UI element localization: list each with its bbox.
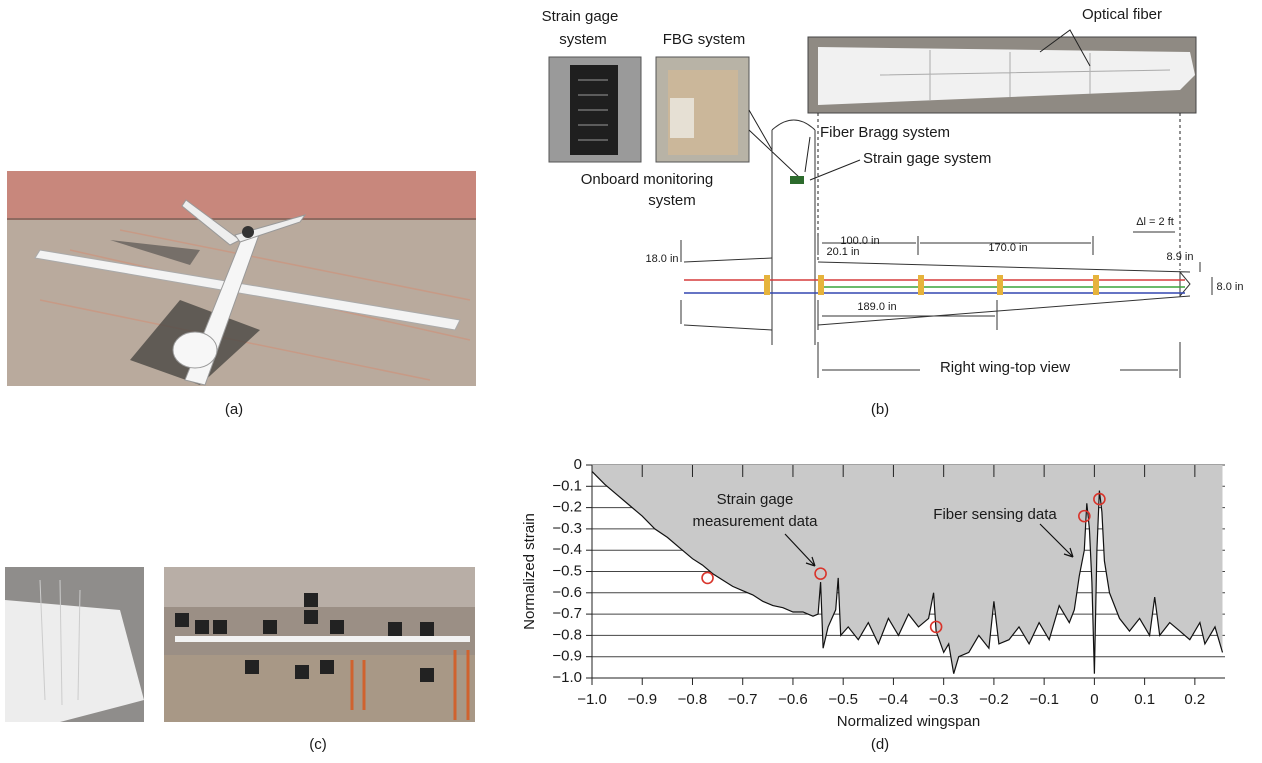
annotation: Fiber sensing data xyxy=(933,506,1057,523)
panel-label: (c) xyxy=(309,736,327,753)
x-tick-label: −0.9 xyxy=(627,691,657,708)
y-tick-label: −0.9 xyxy=(552,648,582,665)
photo-a xyxy=(7,171,476,386)
diagram-label: system xyxy=(559,31,607,48)
diagram-label: Fiber Bragg system xyxy=(820,124,950,141)
x-tick-label: 0 xyxy=(1090,691,1098,708)
diagram-label: Right wing-top view xyxy=(940,359,1070,376)
diagram-label: Strain gage system xyxy=(863,150,991,167)
x-tick-label: −0.5 xyxy=(828,691,858,708)
y-tick-label: −1.0 xyxy=(552,669,582,686)
panel-label: (d) xyxy=(871,736,889,753)
diagram-label: system xyxy=(648,192,696,209)
diagram-label: Strain gage xyxy=(542,8,619,25)
x-tick-label: −0.3 xyxy=(929,691,959,708)
dimension-label: 8.0 in xyxy=(1217,281,1244,293)
x-axis-label: Normalized wingspan xyxy=(837,713,980,730)
x-tick-label: −0.1 xyxy=(1029,691,1059,708)
area-fill xyxy=(592,465,1223,674)
y-tick-label: −0.4 xyxy=(552,541,582,558)
y-axis-label: Normalized strain xyxy=(521,513,538,630)
figure: (a) Strain gage system FBG system Optica… xyxy=(0,0,1262,758)
x-tick-label: −1.0 xyxy=(577,691,607,708)
dimension-label: 20.1 in xyxy=(826,246,859,258)
panel-label: (a) xyxy=(225,401,243,418)
y-tick-label: −0.6 xyxy=(552,584,582,601)
dimension-label: Δl = 2 ft xyxy=(1136,216,1174,228)
x-tick-label: −0.2 xyxy=(979,691,1009,708)
y-tick-label: −0.7 xyxy=(552,605,582,622)
chart: 0 −0.1 −0.2 −0.3 −0.4 −0.5 −0.6 −0.7 −0.8 −0.9 −1.… xyxy=(521,456,1225,730)
x-tick-label: −0.8 xyxy=(678,691,708,708)
photo-c xyxy=(5,567,475,722)
x-tick-label: 0.1 xyxy=(1134,691,1155,708)
dimension-label: 189.0 in xyxy=(857,301,896,313)
diagram-label: Onboard monitoring xyxy=(581,171,714,188)
y-tick-label: −0.3 xyxy=(552,520,582,537)
panel-label: (b) xyxy=(871,401,889,418)
y-tick-label: −0.8 xyxy=(552,626,582,643)
x-tick-label: −0.4 xyxy=(879,691,909,708)
annotation: measurement data xyxy=(692,513,818,530)
annotation: Strain gage xyxy=(717,491,794,508)
y-tick-label: −0.2 xyxy=(552,499,582,516)
x-tick-label: 0.2 xyxy=(1184,691,1205,708)
y-tick-label: −0.5 xyxy=(552,562,582,579)
strain-gage-point xyxy=(702,572,713,583)
dimension-label: 170.0 in xyxy=(988,242,1027,254)
diagram-label: FBG system xyxy=(663,31,746,48)
x-tick-label: −0.7 xyxy=(728,691,758,708)
dimension-label: 8.9 in xyxy=(1167,251,1194,263)
diagram-label: Optical fiber xyxy=(1082,6,1162,23)
x-tick-label: −0.6 xyxy=(778,691,808,708)
y-tick-label: −0.1 xyxy=(552,477,582,494)
y-tick-label: 0 xyxy=(574,456,582,473)
dimension-label: 18.0 in xyxy=(645,253,678,265)
